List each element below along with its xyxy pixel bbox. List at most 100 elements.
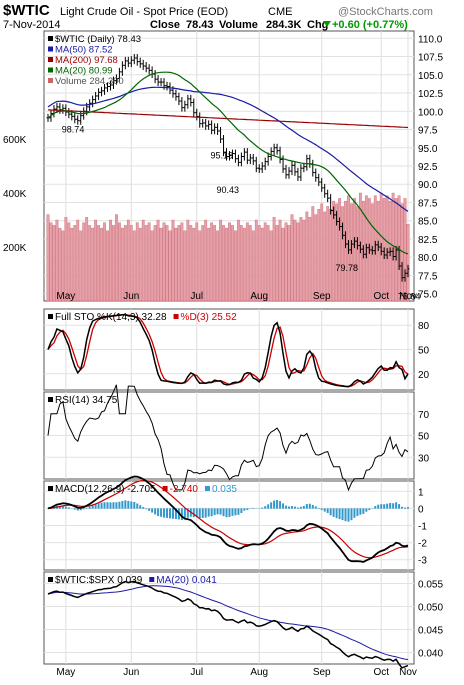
macd-histogram-bar xyxy=(61,505,64,509)
volume-bar xyxy=(287,225,291,302)
y-tick-label: 0.050 xyxy=(418,603,443,614)
chg-label: Chg xyxy=(307,19,328,31)
volume-tick-label: 600K xyxy=(3,135,27,146)
macd-histogram-bar xyxy=(139,505,142,509)
macd-histogram-bar xyxy=(347,508,350,522)
volume-bar xyxy=(73,225,77,302)
instrument-name: Light Crude Oil - Spot Price (EOD) xyxy=(60,6,228,18)
volume-bar xyxy=(138,227,142,302)
macd-histogram-bar xyxy=(261,507,264,509)
macd-histogram-bar xyxy=(109,502,112,509)
macd-histogram-bar xyxy=(317,507,320,509)
volume-bar xyxy=(115,214,118,302)
macd-histogram-bar xyxy=(353,508,356,518)
volume-bar xyxy=(216,230,219,302)
macd-histogram-bar xyxy=(323,508,326,512)
macd-histogram-bar xyxy=(362,508,365,514)
macd-histogram-bar xyxy=(237,508,240,515)
date-label: 7-Nov-2014 xyxy=(3,19,60,31)
volume-bar xyxy=(326,206,330,302)
legend-swatch xyxy=(173,314,179,319)
macd-histogram-bar xyxy=(210,508,213,517)
price-annotation: 95.19 xyxy=(211,150,234,160)
y-tick-label: 0 xyxy=(418,504,424,515)
volume-bar xyxy=(123,225,127,302)
y-tick-label: 105.0 xyxy=(418,71,443,82)
ma20-line xyxy=(47,71,409,255)
legend-label: RSI(14) 34.75 xyxy=(55,395,118,406)
macd-histogram-bar xyxy=(276,499,279,509)
legend-label: MACD(12,26,9) -2.705 xyxy=(55,484,156,495)
volume-bar xyxy=(406,224,410,302)
volume-bar xyxy=(132,230,136,302)
macd-histogram-bar xyxy=(219,508,222,515)
volume-bar xyxy=(153,225,157,302)
month-label: Jul xyxy=(190,667,203,678)
macd-histogram-bar xyxy=(356,508,359,517)
macd-histogram-bar xyxy=(168,508,171,519)
macd-histogram-bar xyxy=(94,504,97,509)
month-label: Jun xyxy=(123,291,139,302)
macd-histogram-bar xyxy=(314,506,317,509)
up-triangle-icon xyxy=(323,21,331,27)
volume-bar xyxy=(376,200,380,302)
macd-histogram-bar xyxy=(383,504,386,509)
macd-histogram-bar xyxy=(407,507,409,509)
macd-histogram-bar xyxy=(222,508,225,517)
volume-bar xyxy=(147,222,151,302)
macd-line xyxy=(47,475,409,563)
legend-swatch xyxy=(48,486,53,491)
month-label: Nov xyxy=(399,667,417,678)
macd-histogram-bar xyxy=(142,507,145,509)
macd-histogram-bar xyxy=(180,508,183,521)
volume-bar xyxy=(156,219,160,302)
volume-bar xyxy=(213,225,217,302)
macd-histogram-bar xyxy=(350,508,353,521)
macd-histogram-bar xyxy=(246,508,249,511)
macd-histogram-bar xyxy=(118,501,121,509)
y-tick-label: 70 xyxy=(418,410,430,421)
volume-bar xyxy=(112,225,115,302)
volume-bar xyxy=(52,225,56,302)
month-label: May xyxy=(56,291,75,302)
stockcharts-watermark: @StockCharts.com xyxy=(338,6,433,18)
volume-bar xyxy=(272,217,276,302)
y-tick-label: 90.0 xyxy=(418,180,438,191)
y-tick-label: 0.040 xyxy=(418,649,443,660)
chg-value: +0.60 (+0.77%) xyxy=(332,19,408,31)
legend-label: MA(50) 87.52 xyxy=(55,45,113,56)
volume-bar xyxy=(305,211,309,302)
volume-bar xyxy=(245,222,249,302)
legend-swatch xyxy=(48,397,53,402)
legend-swatch xyxy=(48,67,53,73)
macd-histogram-bar xyxy=(124,500,127,509)
volume-bar xyxy=(237,219,240,302)
volume-bar xyxy=(85,217,89,302)
volume-bar xyxy=(106,230,109,302)
macd-histogram-bar xyxy=(225,508,228,518)
macd-histogram-bar xyxy=(389,503,392,509)
legend-label: -2.740 xyxy=(170,484,199,495)
macd-histogram-bar xyxy=(311,504,314,509)
macd-histogram-bar xyxy=(115,502,118,509)
volume-bar xyxy=(150,230,154,302)
volume-tick-label: 400K xyxy=(3,189,27,200)
macd-histogram-bar xyxy=(148,508,151,511)
volume-bar xyxy=(162,222,166,302)
month-label: Sep xyxy=(313,291,331,302)
volume-bar xyxy=(192,227,196,302)
macd-histogram-bar xyxy=(341,508,344,521)
volume-bar xyxy=(186,219,190,302)
macd-histogram-bar xyxy=(305,504,308,509)
month-label: Sep xyxy=(313,667,331,678)
macd-histogram-bar xyxy=(136,503,139,509)
volume-bar xyxy=(120,227,124,302)
macd-histogram-bar xyxy=(130,501,133,509)
price-annotation: 75.84 xyxy=(398,292,421,302)
volume-bar xyxy=(260,227,264,302)
macd-histogram-bar xyxy=(64,506,67,509)
volume-bar xyxy=(314,214,318,302)
macd-histogram-bar xyxy=(293,506,296,509)
y-tick-label: 107.5 xyxy=(418,53,443,64)
